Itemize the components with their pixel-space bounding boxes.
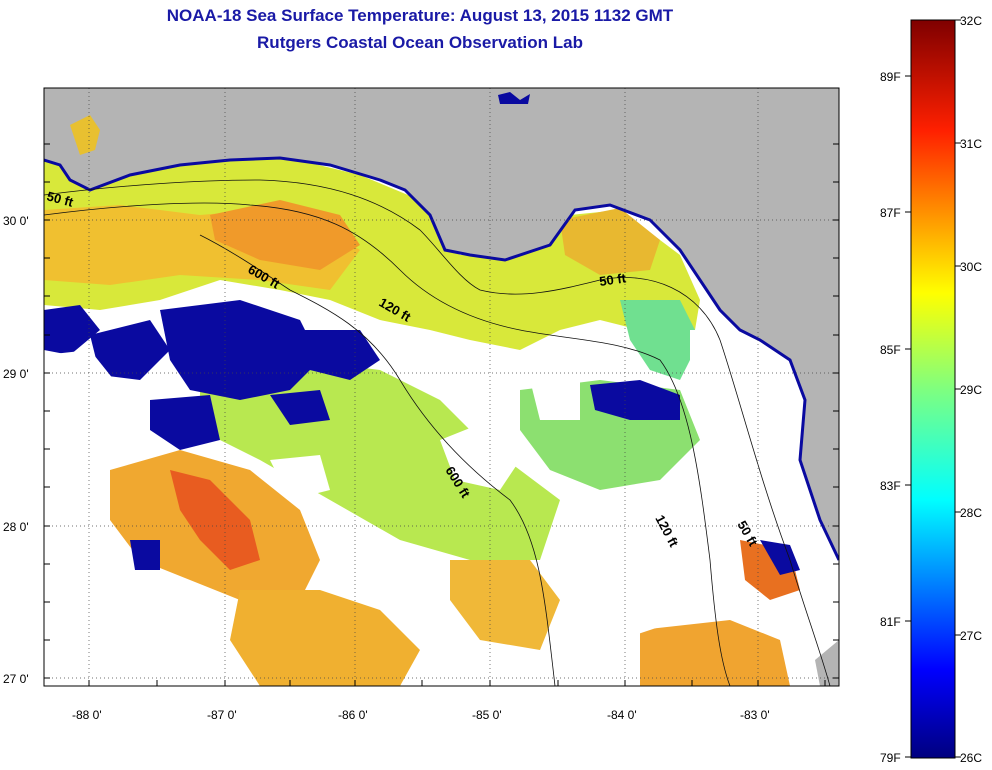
- colorbar-label-85f: 85F: [880, 343, 901, 357]
- map-subtitle: Rutgers Coastal Ocean Observation Lab: [257, 33, 583, 52]
- lat-label-29: 29 0': [3, 367, 29, 381]
- colorbar-ticks: [905, 19, 961, 758]
- colorbar-label-27c: 27C: [960, 629, 982, 643]
- map-border: [43, 87, 840, 687]
- colorbar-label-29c: 29C: [960, 383, 982, 397]
- depth-label-50ft-west: 50 ft: [45, 188, 75, 210]
- land-mass: [44, 88, 839, 686]
- colorbar-label-30c: 30C: [960, 260, 982, 274]
- temperature-field: [44, 125, 800, 686]
- depth-contours: [44, 179, 831, 686]
- colorbar-label-79f: 79F: [880, 751, 901, 765]
- depth-label-50ft-east: 50 ft: [598, 270, 627, 289]
- lon-label-85: -85 0': [472, 708, 502, 722]
- colorbar-label-31c: 31C: [960, 137, 982, 151]
- lon-label-88: -88 0': [72, 708, 102, 722]
- lon-label-84: -84 0': [607, 708, 637, 722]
- colorbar: [910, 19, 956, 759]
- colorbar-label-26c: 26C: [960, 751, 982, 765]
- lat-label-28: 28 0': [3, 520, 29, 534]
- lat-label-27: 27 0': [3, 672, 29, 686]
- colorbar-label-83f: 83F: [880, 479, 901, 493]
- colorbar-label-87f: 87F: [880, 206, 901, 220]
- graticule: [44, 88, 839, 686]
- lon-label-86: -86 0': [338, 708, 368, 722]
- colorbar-label-89f: 89F: [880, 70, 901, 84]
- lon-label-87: -87 0': [207, 708, 237, 722]
- map-plot: 50 ft 600 ft 120 ft 50 ft 600 ft 120 ft …: [44, 88, 839, 686]
- lon-label-83: -83 0': [740, 708, 770, 722]
- axis-ticks: [44, 143, 839, 686]
- map-title: NOAA-18 Sea Surface Temperature: August …: [166, 6, 674, 25]
- cloud-mask-patches: [44, 300, 800, 575]
- colorbar-label-32c: 32C: [960, 14, 982, 28]
- colorbar-label-28c: 28C: [960, 506, 982, 520]
- no-data-patches: [44, 330, 800, 686]
- colorbar-label-81f: 81F: [880, 615, 901, 629]
- lat-label-30: 30 0': [3, 214, 29, 228]
